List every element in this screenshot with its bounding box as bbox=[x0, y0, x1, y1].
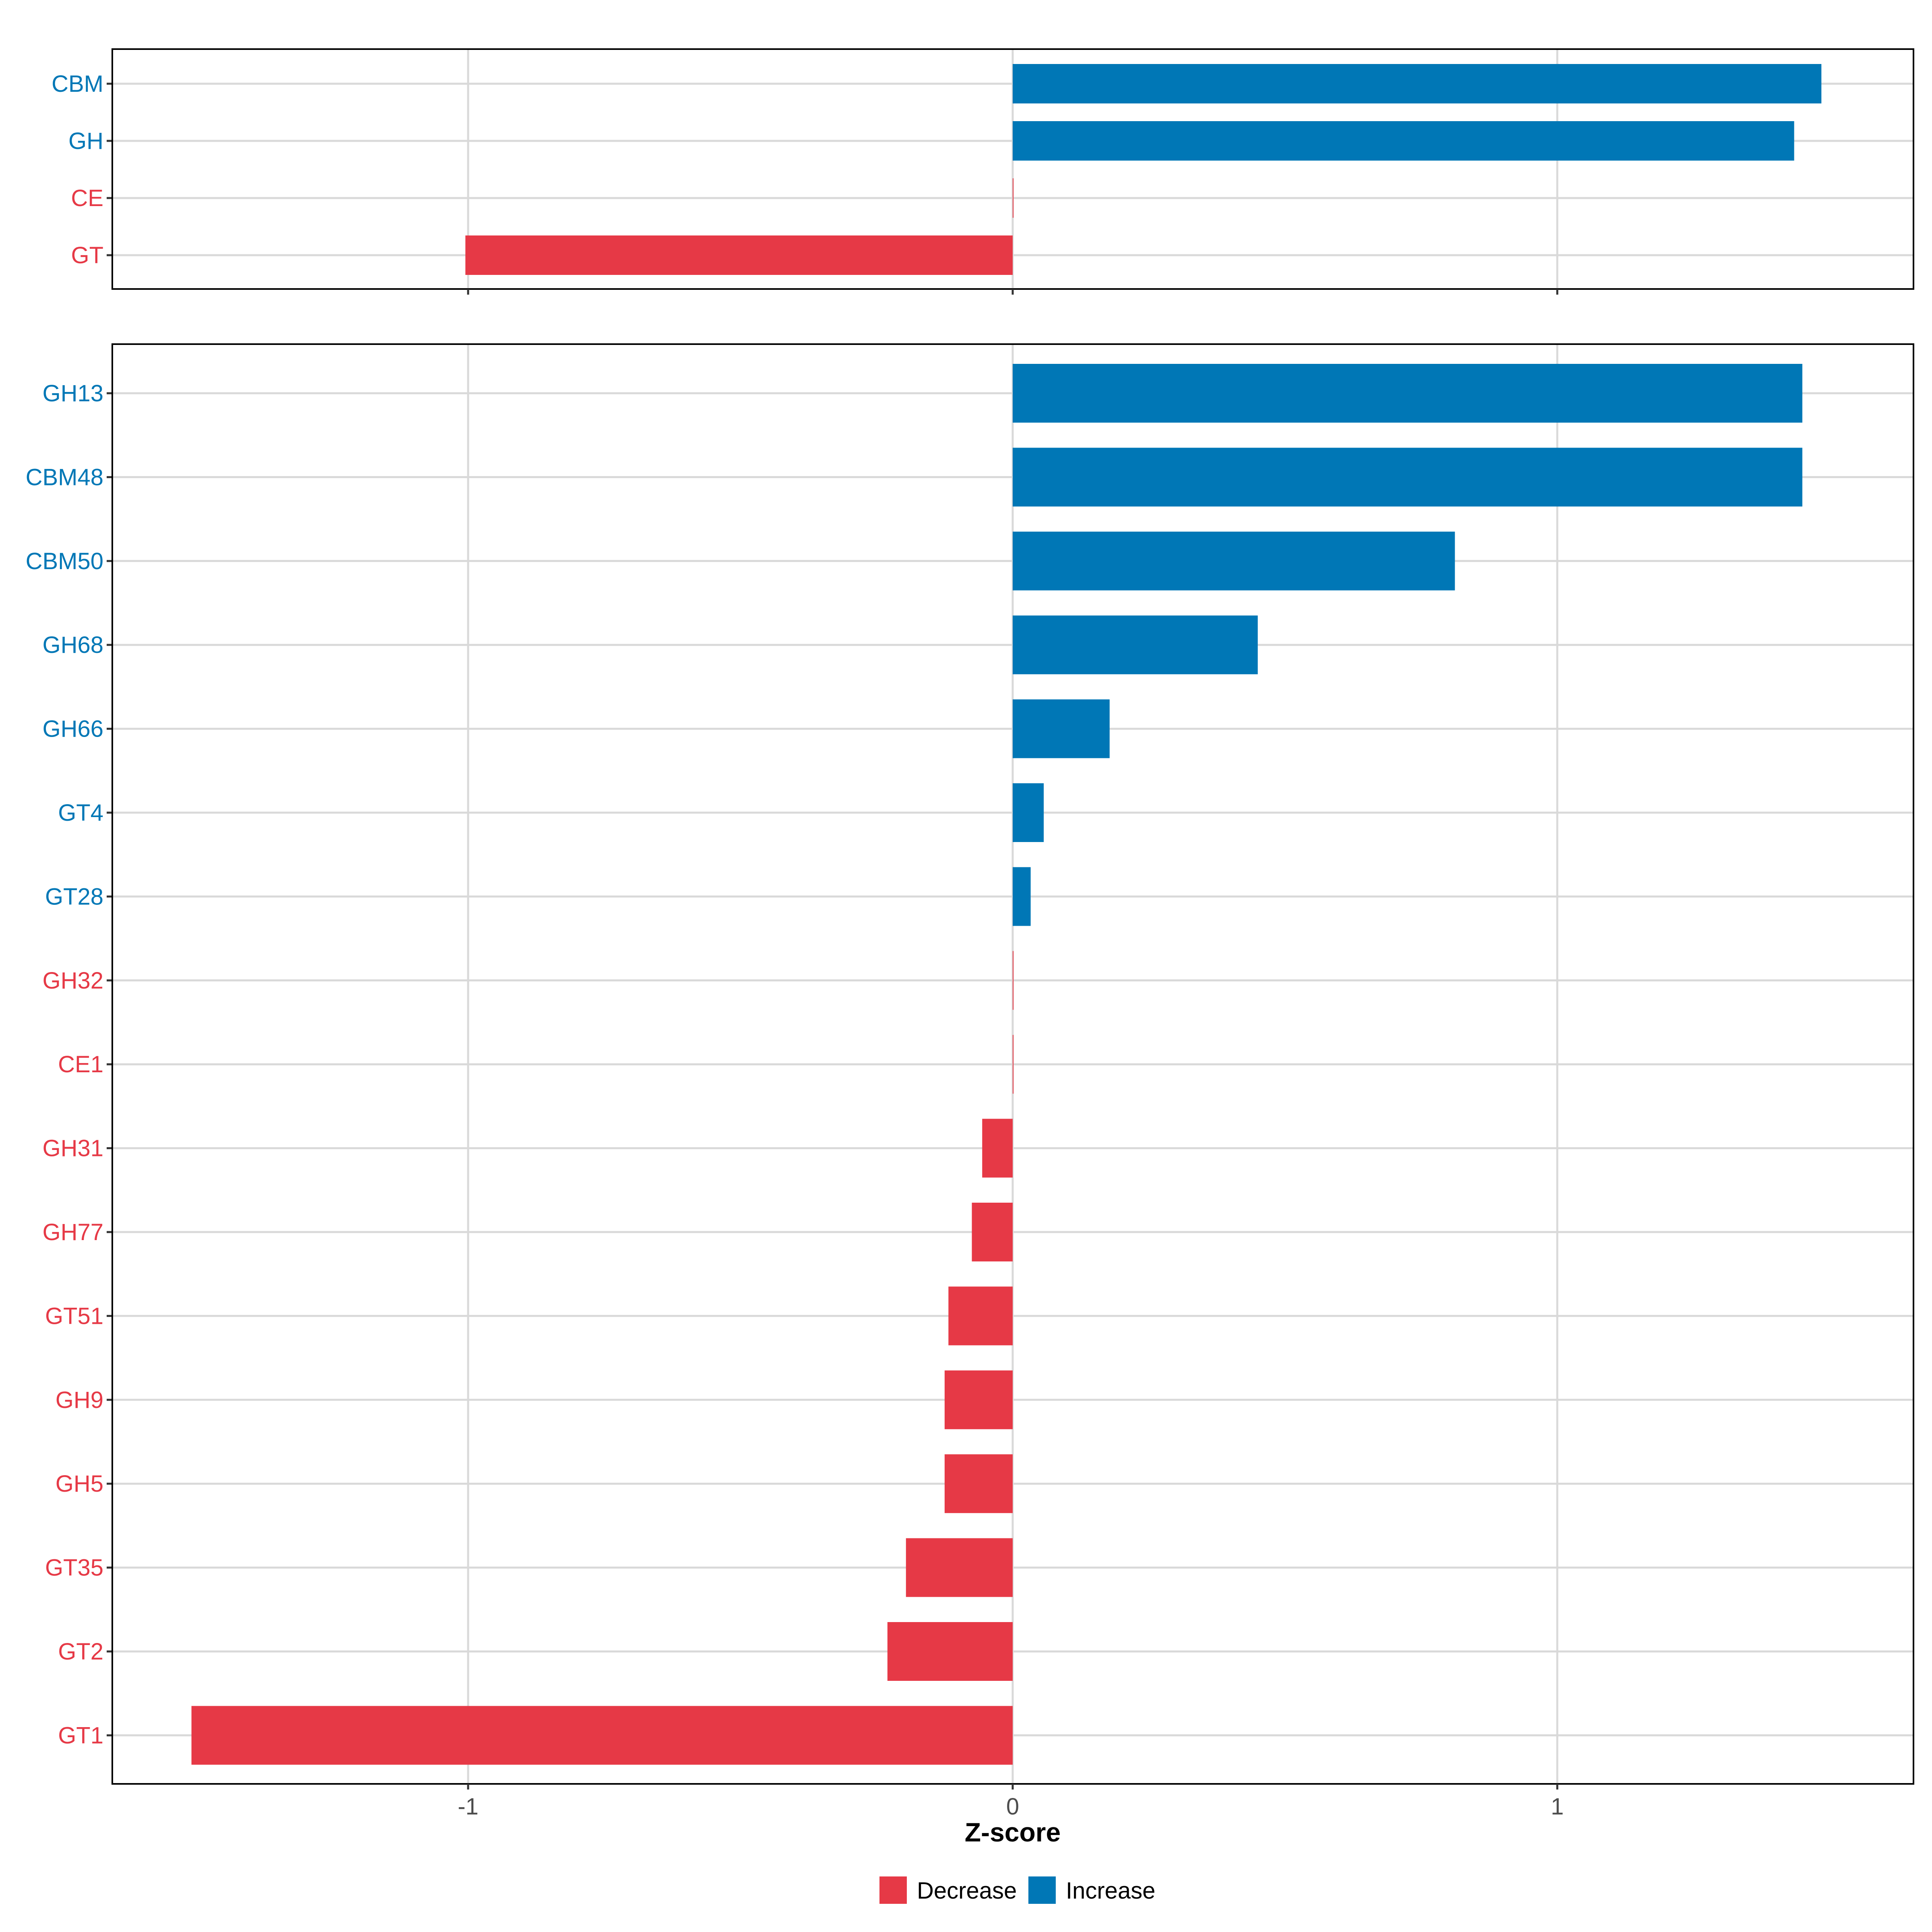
y-tick-label-CBM48: CBM48 bbox=[26, 464, 103, 490]
y-tick-label-CE1: CE1 bbox=[58, 1051, 103, 1077]
bar-CBM bbox=[1013, 64, 1822, 103]
y-tick-label-CBM50: CBM50 bbox=[26, 548, 103, 574]
bar-CBM50 bbox=[1013, 531, 1455, 590]
x-tick-label: 0 bbox=[1006, 1794, 1019, 1820]
y-tick-label-GT2: GT2 bbox=[58, 1639, 103, 1665]
y-tick-label-GH5: GH5 bbox=[56, 1471, 103, 1497]
bar-GH9 bbox=[944, 1370, 1013, 1429]
y-tick-label-GT28: GT28 bbox=[45, 883, 103, 910]
bar-GT4 bbox=[1013, 783, 1044, 842]
legend-key-decrease bbox=[879, 1876, 907, 1904]
panel-1: CBM GH CE GT bbox=[52, 48, 1914, 295]
legend-label-decrease: Decrease bbox=[917, 1878, 1017, 1904]
bar-GH5 bbox=[944, 1454, 1013, 1513]
y-tick-label-CE: CE bbox=[71, 185, 103, 211]
bar-GH bbox=[1013, 121, 1794, 161]
y-tick-label-GH77: GH77 bbox=[42, 1219, 103, 1245]
y-tick-label-GH13: GH13 bbox=[42, 380, 103, 407]
bar-GH77 bbox=[972, 1203, 1013, 1261]
y-tick-label-GH32: GH32 bbox=[42, 968, 103, 994]
y-tick-label-GT4: GT4 bbox=[58, 800, 103, 826]
chart-panels: CBMGHCEGTGH13CBM48CBM50GH68GH66GT4GT28GH… bbox=[26, 48, 1914, 1790]
y-tick-label-GH9: GH9 bbox=[56, 1387, 103, 1413]
y-tick-label-GH68: GH68 bbox=[42, 632, 103, 658]
bar-GT35 bbox=[906, 1538, 1013, 1597]
bar-GH68 bbox=[1013, 615, 1258, 675]
y-tick-label-GH31: GH31 bbox=[42, 1135, 103, 1162]
y-tick-label-GT35: GT35 bbox=[45, 1555, 103, 1581]
y-tick-label-GH: GH bbox=[68, 128, 103, 154]
y-tick-label-GH66: GH66 bbox=[42, 716, 103, 742]
y-tick-label-GT51: GT51 bbox=[45, 1303, 103, 1329]
legend: Decrease Increase bbox=[879, 1876, 1155, 1904]
bar-GT2 bbox=[887, 1622, 1013, 1681]
y-tick-label-GT: GT bbox=[71, 242, 103, 268]
panel-2: GH13 CBM48 CBM50 GH68 GH66 GT4 GT28 GH32 CE1 GH31… bbox=[26, 343, 1914, 1790]
bar-GT bbox=[465, 235, 1013, 275]
bar-GT28 bbox=[1013, 867, 1031, 926]
x-axis: -1 0 1 bbox=[458, 1794, 1564, 1820]
bar-GT1 bbox=[191, 1706, 1013, 1765]
legend-label-increase: Increase bbox=[1066, 1878, 1155, 1904]
bar-GH31 bbox=[982, 1119, 1013, 1178]
bar-CBM48 bbox=[1013, 448, 1802, 507]
bar-GT51 bbox=[948, 1286, 1013, 1346]
bar-GH13 bbox=[1013, 364, 1802, 423]
bar-GH66 bbox=[1013, 699, 1110, 758]
y-tick-label-CBM: CBM bbox=[52, 71, 103, 97]
x-tick-label: -1 bbox=[458, 1794, 479, 1820]
y-tick-label-GT1: GT1 bbox=[58, 1722, 103, 1748]
legend-key-increase bbox=[1028, 1876, 1056, 1904]
x-tick-label: 1 bbox=[1551, 1794, 1564, 1820]
x-axis-title: Z-score bbox=[965, 1817, 1061, 1847]
